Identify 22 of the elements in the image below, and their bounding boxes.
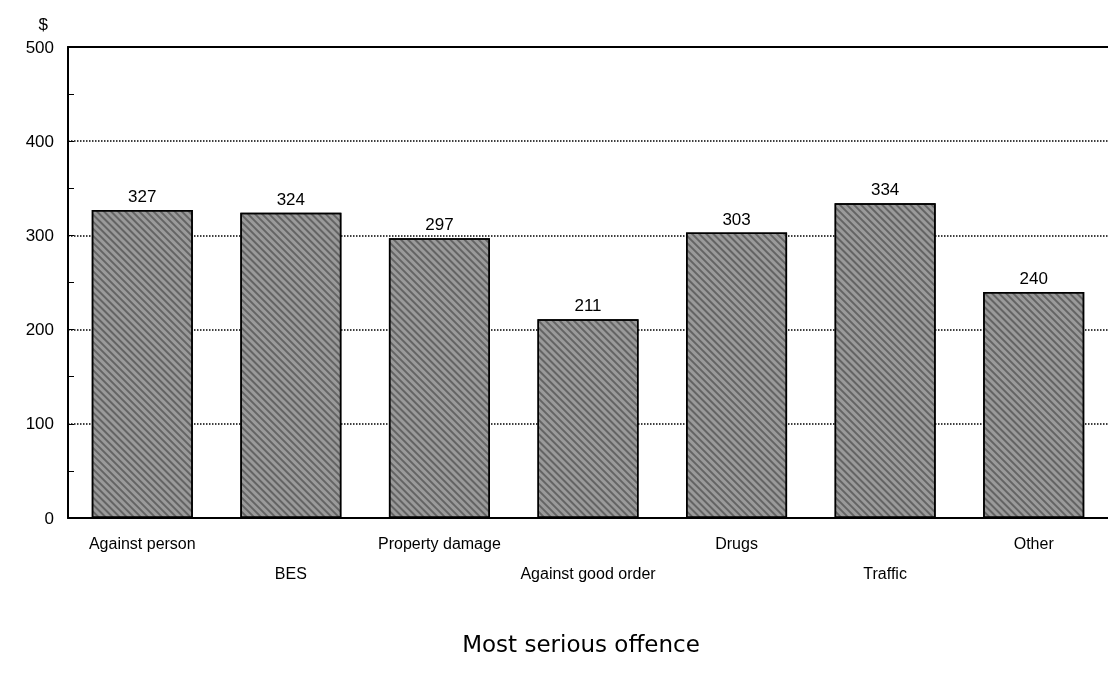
y-axis-title: $ [38,15,49,34]
data-label: 211 [574,296,602,316]
x-tick-label: Against good order [520,564,657,582]
data-label: 334 [870,180,900,200]
x-tick-label: Drugs [715,534,758,552]
y-tick-label: 100 [25,414,54,434]
y-tick-label: 400 [25,131,54,151]
x-tick-label: BES [274,564,307,582]
x-tick-label: Traffic [863,564,907,582]
x-tick-label: Other [1013,534,1055,552]
data-label: 324 [276,189,306,209]
x-axis-title: Most serious offence [462,630,700,657]
y-tick-label: 200 [25,320,54,340]
data-label: 297 [425,215,454,235]
y-tick-label: 500 [25,37,54,57]
y-tick-label: 300 [25,225,54,245]
data-label: 240 [1019,268,1048,288]
data-label: 327 [128,186,157,206]
x-tick-label: Property damage [378,534,501,552]
y-tick-label: 0 [44,508,54,528]
data-label: 303 [722,209,751,229]
x-tick-label: Against person [88,534,196,552]
